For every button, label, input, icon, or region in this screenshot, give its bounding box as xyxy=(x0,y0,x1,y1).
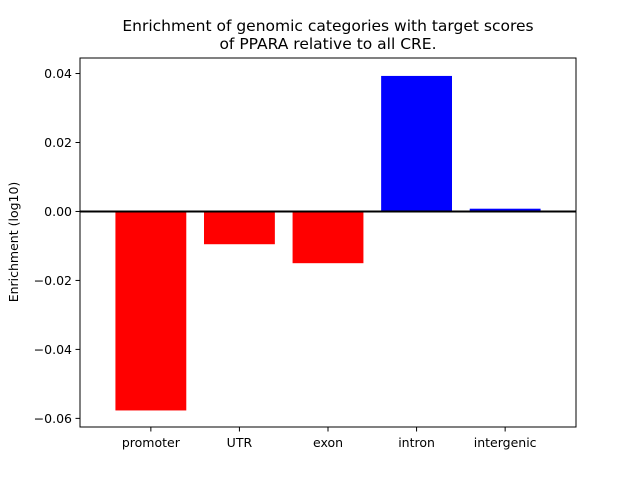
y-tick-label: −0.06 xyxy=(34,411,72,426)
y-tick-label: −0.04 xyxy=(34,342,72,357)
y-axis-label: Enrichment (log10) xyxy=(6,182,21,303)
y-tick-label: −0.02 xyxy=(34,273,72,288)
y-ticks-group: −0.06 −0.04 −0.02 0.00 0.02 0.04 xyxy=(34,66,80,426)
bar-exon xyxy=(292,211,364,264)
x-tick-label: intron xyxy=(398,435,435,450)
bar-intron xyxy=(381,75,452,212)
bar-promoter xyxy=(115,211,187,411)
bar-intergenic xyxy=(469,208,541,212)
x-tick-label: UTR xyxy=(227,435,253,450)
chart-title-line-2: of PPARA relative to all CRE. xyxy=(219,35,436,53)
x-tick-label: exon xyxy=(313,435,343,450)
plot-frame xyxy=(79,57,577,428)
x-tick-label: intergenic xyxy=(474,435,537,450)
y-tick-label: 0.00 xyxy=(44,204,72,219)
bars-group xyxy=(115,75,541,411)
x-ticks-group: promoter UTR exon intron intergenic xyxy=(122,427,537,450)
y-tick-label: 0.04 xyxy=(44,66,72,81)
x-tick-label: promoter xyxy=(122,435,181,450)
bar-UTR xyxy=(204,211,275,245)
chart-title-line-1: Enrichment of genomic categories with ta… xyxy=(122,17,533,35)
y-tick-label: 0.02 xyxy=(44,135,72,150)
